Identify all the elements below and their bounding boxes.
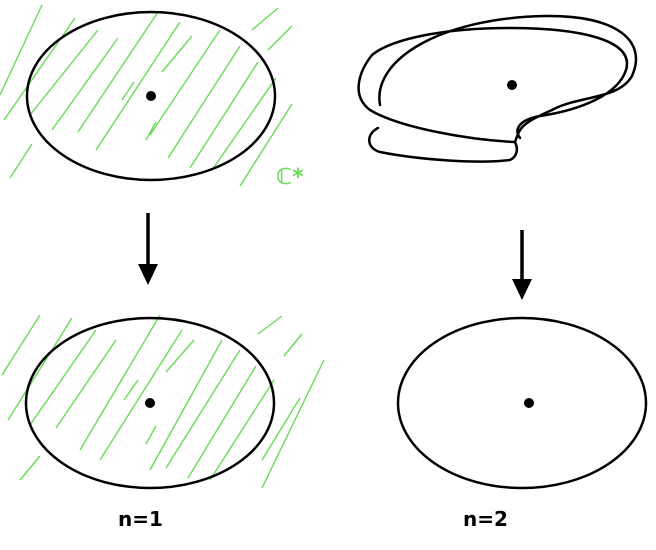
c-star-hatching-top bbox=[0, 4, 293, 187]
left-top-panel: ℂ* bbox=[0, 4, 304, 190]
center-point-top-right bbox=[507, 80, 517, 90]
double-cover-curve-lower-lap bbox=[368, 126, 519, 163]
left-arrow bbox=[138, 213, 158, 285]
c-star-hatching-bottom bbox=[1, 314, 325, 489]
right-top-panel bbox=[357, 14, 638, 163]
caption-n1: n=1 bbox=[118, 507, 163, 531]
double-cover-curve bbox=[357, 14, 638, 144]
center-point-top-left bbox=[146, 91, 156, 101]
disk-outline-bottom-left bbox=[24, 316, 276, 490]
left-bottom-panel: n=1 bbox=[1, 314, 325, 531]
caption-n2: n=2 bbox=[463, 507, 508, 531]
disk-outline-top-left bbox=[25, 10, 277, 182]
center-point-bottom-right bbox=[524, 398, 534, 408]
c-star-label: ℂ* bbox=[276, 165, 304, 190]
center-point-bottom-left bbox=[145, 398, 155, 408]
right-arrow bbox=[512, 230, 532, 300]
right-bottom-panel: n=2 bbox=[396, 316, 648, 531]
disk-outline-bottom-right bbox=[396, 316, 648, 490]
